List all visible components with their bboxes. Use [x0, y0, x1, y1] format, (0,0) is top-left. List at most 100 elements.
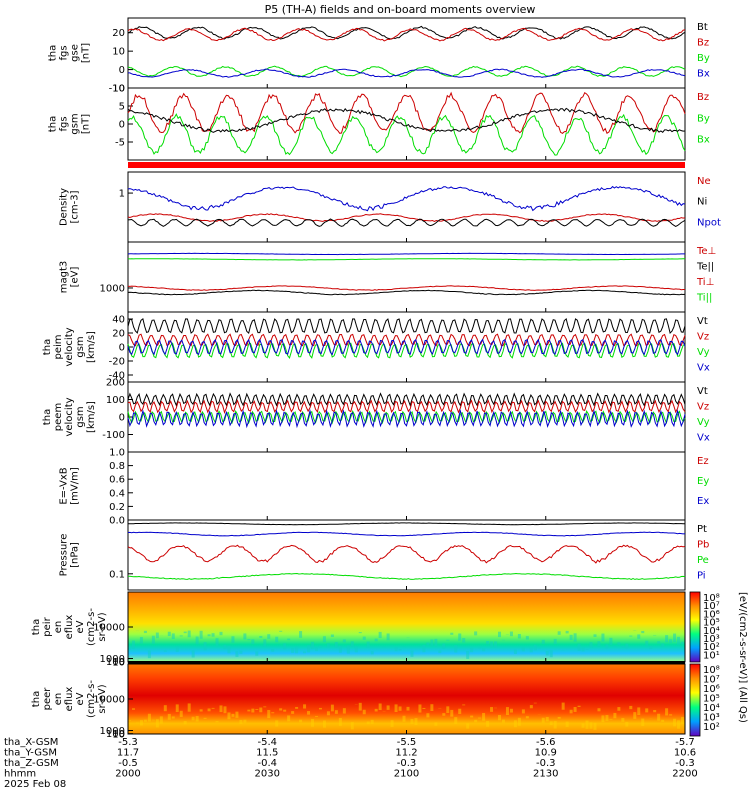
- peir_spectrogram-texture: [219, 631, 223, 636]
- legend-Bt: Bt: [697, 22, 708, 33]
- peir_spectrogram-texture: [513, 649, 517, 654]
- peer_spectrogram-texture: [163, 705, 167, 712]
- peir_spectrogram-texture: [370, 651, 374, 655]
- series-By: [127, 65, 686, 78]
- legend-Te⊥: Te⊥: [696, 246, 716, 257]
- panel-peem_velocity: 200 100 0 -100 tha peem velocity gsm [km/s] Vt Vz V…: [42, 378, 710, 453]
- xtick-z: -0.5: [118, 758, 138, 769]
- xtick-t: 2130: [533, 769, 558, 780]
- peer_spectrogram-texture: [291, 711, 295, 714]
- legend-Ez: Ez: [697, 456, 709, 467]
- ytick-label: 0: [119, 343, 125, 354]
- ylabel-line: sr-eV): [97, 684, 108, 713]
- peir_spectrogram-texture: [641, 630, 645, 634]
- panel-fgs_gsm: 10 5 0 -5 tha fgs gsm [nT] Bz By Bx: [48, 84, 710, 161]
- peer_spectrogram-texture: [187, 703, 191, 712]
- ytick-label: 0: [119, 65, 125, 76]
- peer_spectrogram-texture: [426, 713, 430, 718]
- ylabel-line: [eV]: [70, 267, 81, 288]
- peir_spectrogram-texture: [139, 637, 143, 644]
- peer_spectrogram-texture: [342, 708, 346, 714]
- peir_spectrogram-texture: [422, 644, 426, 653]
- peir_spectrogram-texture: [215, 638, 219, 646]
- ylabel-line: tha: [48, 116, 59, 132]
- peir_spectrogram-texture: [645, 640, 649, 646]
- peer_spectrogram-texture: [505, 707, 509, 716]
- peer_spectrogram-texture: [605, 715, 609, 721]
- peer_spectrogram-texture: [378, 703, 382, 711]
- colorbar-tick: 10³: [703, 634, 720, 645]
- peir_spectrogram-texture: [255, 651, 259, 656]
- ylabel-line: en: [53, 693, 64, 706]
- peir_spectrogram-texture: [498, 631, 502, 638]
- peir_spectrogram-texture: [557, 631, 561, 635]
- peir_spectrogram-image: [128, 592, 685, 662]
- peer_spectrogram-texture: [573, 706, 577, 712]
- peir_spectrogram-texture: [287, 638, 291, 641]
- peir_spectrogram-texture: [151, 635, 155, 644]
- peer_spectrogram-texture: [370, 719, 374, 724]
- peer_spectrogram-texture: [247, 709, 251, 712]
- colorbar-tick: 10²: [703, 722, 720, 733]
- colorbar-label: [eV/(cm2-s-sr-eV)] (All Qs): [737, 592, 748, 723]
- panel-pressure: 0.1 Pressure [nPa] Pt Pb Pe Pi: [59, 519, 709, 591]
- peir_spectrogram-texture: [299, 631, 303, 638]
- colorbar-tick: 10⁷: [703, 675, 720, 686]
- ylabel-line: Density: [59, 188, 70, 226]
- xtick-z: -0.3: [675, 758, 695, 769]
- peir_spectrogram-texture: [171, 633, 175, 639]
- ytick-label: 100: [106, 729, 125, 740]
- peir_spectrogram-texture: [438, 650, 442, 654]
- peir_spectrogram-texture: [625, 643, 629, 649]
- ylabel-line: eflux: [64, 615, 75, 640]
- legend-Vy: Vy: [697, 347, 710, 358]
- peir_spectrogram-texture: [553, 638, 557, 645]
- peir_spectrogram-texture: [303, 651, 307, 654]
- xaxis-row-label: hhmm: [4, 769, 36, 780]
- peir_spectrogram-texture: [545, 650, 549, 656]
- peir_spectrogram-texture: [517, 634, 521, 639]
- peer_spectrogram-texture: [259, 707, 263, 713]
- ytick-label: 40: [112, 315, 125, 326]
- peer_spectrogram-texture: [418, 704, 422, 713]
- peer_spectrogram-texture: [601, 715, 605, 723]
- peer_spectrogram-texture: [330, 704, 334, 712]
- ytick-label: 10000: [93, 695, 125, 706]
- peer_spectrogram-texture: [677, 720, 681, 729]
- peer_spectrogram-texture: [207, 708, 211, 712]
- xtick-x: -5.4: [257, 737, 277, 748]
- legend-Pi: Pi: [697, 571, 706, 582]
- peer_spectrogram-texture: [295, 706, 299, 709]
- peer_spectrogram-texture: [466, 723, 470, 729]
- xtick-t: 2000: [115, 769, 140, 780]
- peer_spectrogram-texture: [430, 704, 434, 712]
- peer_spectrogram-texture: [474, 719, 478, 723]
- peir_spectrogram-texture: [521, 647, 525, 652]
- peer_spectrogram-texture: [326, 711, 330, 716]
- peer_spectrogram-texture: [442, 713, 446, 716]
- ylabel-line: peer: [42, 687, 53, 711]
- ylabel-line: [cm-3]: [70, 190, 81, 223]
- peir_spectrogram-texture: [529, 647, 533, 653]
- xaxis-row-label: tha_X-GSM: [4, 737, 58, 748]
- peer_spectrogram-texture: [303, 704, 307, 709]
- peer_spectrogram-texture: [227, 712, 231, 720]
- peer_spectrogram-texture: [390, 720, 394, 727]
- peir_spectrogram-texture: [263, 639, 267, 647]
- peir_spectrogram-texture: [494, 641, 498, 648]
- panel-fgs_gse: 20 10 0 -10 tha fgs gse [nT] Bt Bz By Bx: [48, 17, 710, 95]
- peer_spectrogram-texture: [159, 716, 163, 724]
- peer_spectrogram-texture: [565, 721, 569, 727]
- legend-Vy: Vy: [697, 417, 710, 428]
- ytick-label: -20: [109, 357, 125, 368]
- peer_spectrogram-texture: [203, 717, 207, 719]
- xtick-y: 11.5: [256, 748, 278, 759]
- peer_spectrogram-texture: [625, 721, 629, 727]
- ylabel-line: eV: [75, 620, 86, 633]
- xtick-t: 2030: [255, 769, 280, 780]
- peer_spectrogram-texture: [322, 720, 326, 728]
- peir_spectrogram-texture: [569, 634, 573, 641]
- peir_spectrogram-texture: [251, 639, 255, 645]
